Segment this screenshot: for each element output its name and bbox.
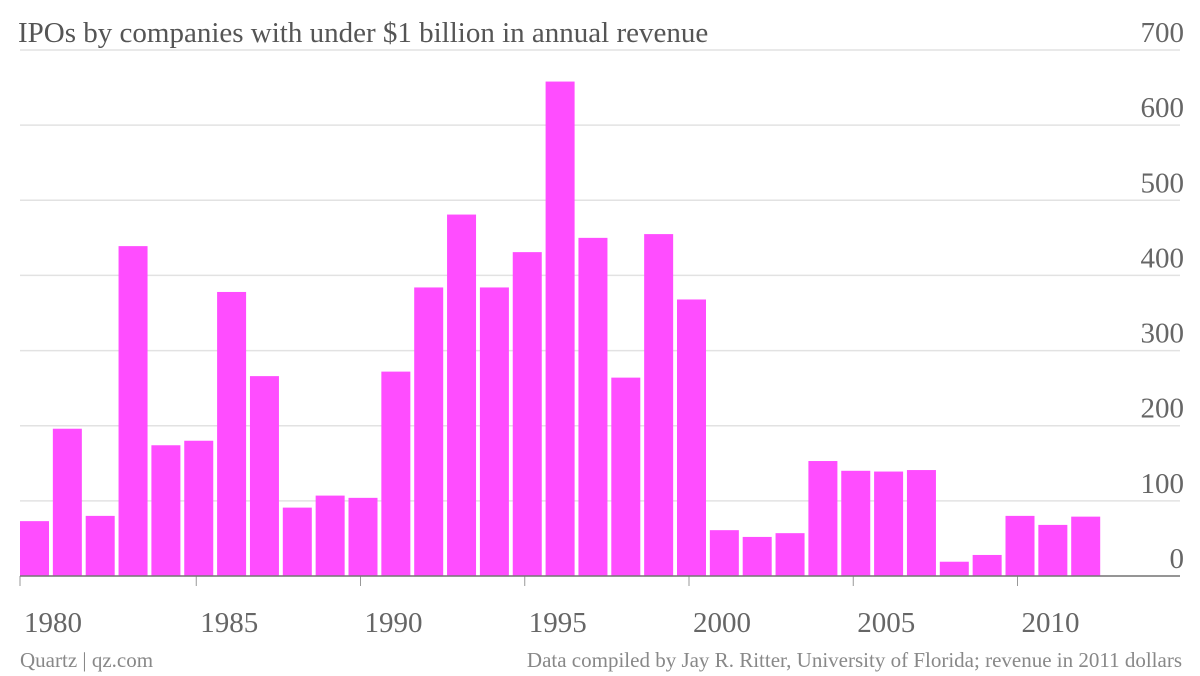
bar	[939, 561, 969, 576]
bar	[1005, 515, 1035, 576]
bar	[545, 81, 575, 576]
x-tick-label: 2005	[857, 607, 915, 639]
bar	[479, 287, 509, 576]
bar	[578, 237, 608, 576]
x-tick-label: 1995	[529, 607, 587, 639]
bar	[775, 533, 805, 576]
source: Data compiled by Jay R. Ritter, Universi…	[527, 648, 1182, 672]
x-tick-label: 2000	[693, 607, 751, 639]
bar	[1038, 524, 1068, 576]
y-tick-label: 700	[1141, 17, 1185, 49]
y-tick-label: 500	[1141, 167, 1185, 199]
bar	[184, 440, 214, 576]
bar	[20, 521, 49, 576]
bar	[249, 376, 279, 576]
bar	[644, 234, 674, 576]
y-tick-label: 300	[1141, 318, 1185, 350]
y-tick-label: 400	[1141, 242, 1185, 274]
bar	[118, 246, 148, 576]
bar	[381, 371, 411, 576]
bar	[414, 287, 444, 576]
y-tick-label: 0	[1170, 543, 1185, 575]
bar	[1071, 516, 1101, 576]
credit: Quartz | qz.com	[20, 648, 153, 672]
bar	[217, 291, 247, 576]
x-tick-label: 1985	[200, 607, 258, 639]
bar	[906, 470, 936, 576]
bar	[677, 299, 706, 576]
y-tick-label: 600	[1141, 92, 1185, 124]
bar	[282, 507, 312, 576]
bar	[972, 554, 1002, 576]
bar	[808, 461, 838, 576]
bar	[447, 214, 477, 576]
bar	[85, 515, 115, 576]
y-tick-label: 200	[1141, 393, 1185, 425]
x-tick-label: 1990	[365, 607, 423, 639]
bar	[841, 470, 871, 576]
bar	[742, 536, 772, 576]
bar	[315, 495, 345, 576]
bar	[348, 497, 378, 576]
bar	[611, 377, 641, 576]
bar	[52, 428, 82, 576]
y-tick-label: 100	[1141, 468, 1185, 500]
bar	[512, 252, 542, 577]
x-tick-label: 2010	[1022, 607, 1080, 639]
bar	[151, 445, 181, 576]
bar	[874, 471, 904, 576]
bar	[709, 530, 739, 576]
chart-title: IPOs by companies with under $1 billion …	[18, 17, 708, 49]
x-tick-label: 1980	[24, 607, 82, 639]
